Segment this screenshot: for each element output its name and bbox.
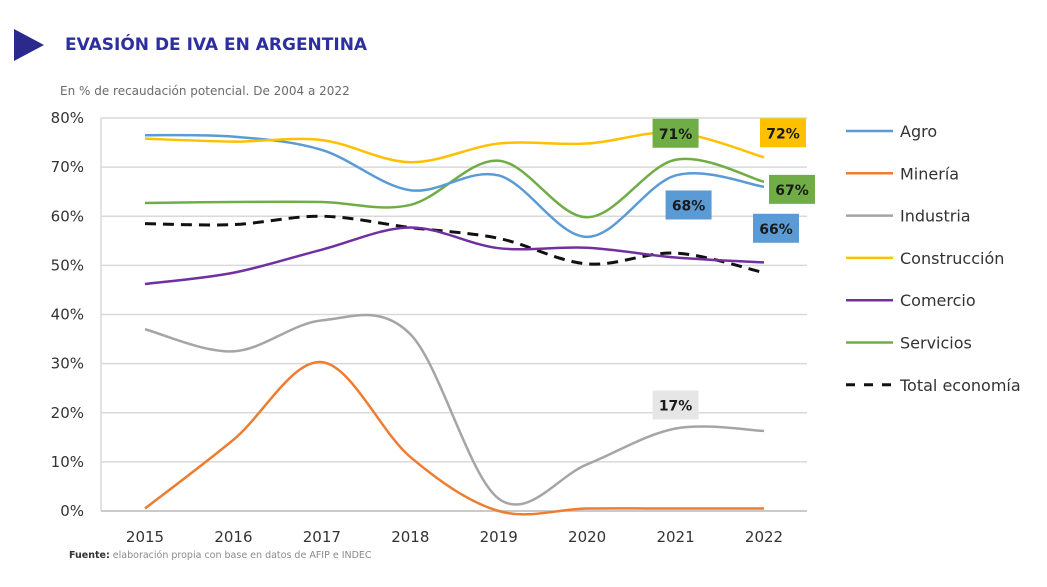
page-title: EVASIÓN DE IVA EN ARGENTINA bbox=[65, 35, 368, 55]
y-tick-label: 70% bbox=[51, 158, 84, 176]
data-label-box bbox=[652, 390, 699, 420]
y-tick-label: 30% bbox=[51, 355, 84, 373]
x-tick-label: 2017 bbox=[303, 528, 341, 546]
series-line-servicios bbox=[144, 157, 765, 219]
x-tick-label: 2020 bbox=[568, 528, 606, 546]
y-tick-label: 20% bbox=[51, 404, 84, 422]
series-line-comercio bbox=[144, 226, 765, 286]
legend-label: Total economía bbox=[899, 376, 1021, 395]
source-note: Fuente: elaboración propia con base en d… bbox=[69, 550, 372, 561]
chart-subtitle: En % de recaudación potencial. De 2004 a… bbox=[60, 84, 350, 98]
legend-label: Industria bbox=[900, 207, 971, 226]
legend-label: Construcción bbox=[900, 249, 1004, 268]
x-tick-label: 2019 bbox=[480, 528, 518, 546]
source-label: Fuente: bbox=[69, 550, 110, 561]
data-label: 17% bbox=[659, 398, 693, 414]
legend-label: Agro bbox=[900, 122, 937, 141]
y-tick-label: 60% bbox=[51, 207, 84, 225]
legend-label: Comercio bbox=[900, 291, 976, 310]
y-tick-label: 80% bbox=[51, 109, 84, 127]
data-label-box bbox=[760, 118, 806, 148]
data-label-box bbox=[769, 174, 815, 204]
x-tick-label: 2022 bbox=[745, 528, 783, 546]
series-line-miner-a bbox=[144, 360, 764, 516]
data-label-box bbox=[753, 213, 799, 243]
data-label: 71% bbox=[659, 127, 693, 143]
data-label-box bbox=[652, 118, 699, 148]
series-line-agro bbox=[144, 133, 765, 239]
legend-label: Minería bbox=[900, 164, 959, 183]
triangle-bullet-icon bbox=[14, 29, 44, 61]
y-tick-label: 40% bbox=[51, 306, 84, 324]
data-label: 66% bbox=[759, 222, 793, 238]
x-tick-label: 2015 bbox=[126, 528, 164, 546]
header: EVASIÓN DE IVA EN ARGENTINA bbox=[14, 28, 367, 62]
x-tick-label: 2016 bbox=[214, 528, 252, 546]
series-line-total-econom-a bbox=[144, 214, 765, 275]
y-tick-label: 50% bbox=[51, 256, 84, 274]
legend-label: Servicios bbox=[900, 334, 972, 353]
x-tick-label: 2018 bbox=[391, 528, 429, 546]
data-label: 67% bbox=[775, 183, 809, 199]
x-tick-label: 2021 bbox=[656, 528, 694, 546]
y-tick-label: 0% bbox=[60, 502, 84, 520]
series-line-industria bbox=[144, 313, 765, 506]
y-tick-label: 10% bbox=[51, 453, 84, 471]
data-label-box bbox=[665, 190, 712, 220]
data-label: 68% bbox=[672, 198, 706, 214]
data-label: 72% bbox=[766, 126, 800, 142]
source-text: elaboración propia con base en datos de … bbox=[109, 550, 372, 561]
